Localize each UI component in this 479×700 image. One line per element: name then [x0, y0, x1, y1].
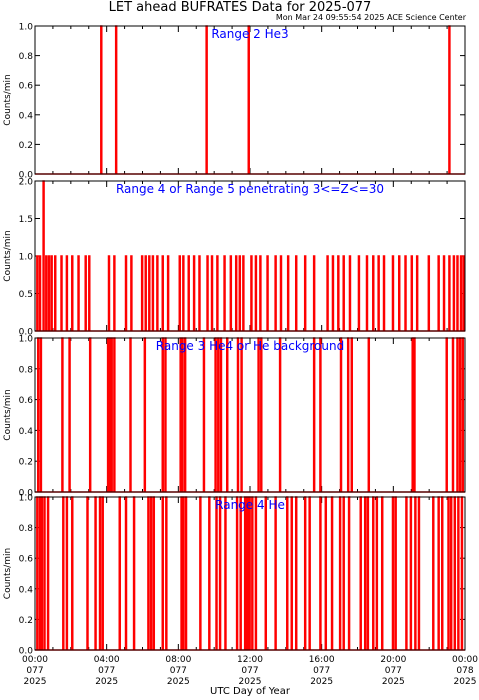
y-tick-label: 0.4: [19, 111, 34, 121]
y-tick-label: 1.0: [19, 23, 34, 33]
x-tick-doy: 077: [26, 666, 43, 676]
x-tick-year: 2025: [24, 677, 47, 687]
y-tick-label: 0.8: [19, 365, 34, 375]
x-tick-year: 2025: [167, 677, 190, 687]
generation-timestamp: Mon Mar 24 09:55:54 2025 ACE Science Cen…: [276, 13, 467, 22]
x-axis-label: UTC Day of Year: [210, 686, 291, 697]
y-tick-label: 0.8: [19, 52, 34, 62]
y-axis-label: Counts/min: [3, 548, 13, 599]
panel-4: 0.0 0.2 0.4 0.6 0.8 1.0 Range 4 He Counts/min: [3, 494, 466, 657]
y-tick-label: 0.6: [19, 82, 34, 92]
panel-title: Range 3 He4 or He background: [156, 339, 344, 353]
y-axis-label: Counts/min: [3, 230, 13, 281]
y-tick-label: 0.6: [19, 555, 34, 565]
x-tick-doy: 077: [98, 666, 115, 676]
x-tick-year: 2025: [95, 677, 118, 687]
panel-frame: [34, 180, 466, 332]
y-tick-label: 0.0: [19, 171, 34, 181]
x-tick-time: 12:00: [237, 655, 263, 665]
x-tick-doy: 078: [456, 666, 473, 676]
panel-group: 0.00.20.40.60.81.0 Range 2 He3Counts/min0…: [3, 23, 466, 657]
x-tick-year: 2025: [382, 677, 405, 687]
y-axis-label: Counts/min: [3, 74, 13, 125]
x-tick-time: 04:00: [94, 655, 120, 665]
y-axis-label: Counts/min: [3, 389, 13, 440]
y-tick-label: 1.5: [19, 215, 33, 225]
panel-3: 0.0 0.2 0.4 0.6 0.8 1.0 Range 3 He4 or He back…: [3, 335, 466, 499]
panel-title: Range 2 He3: [211, 27, 288, 41]
panel-frame: [34, 496, 466, 651]
figure-title: LET ahead BUFRATES Data for 2025-077: [109, 0, 372, 15]
panel-frame: [34, 337, 466, 493]
panel-title: Range 4 He: [215, 498, 285, 512]
panel-title: Range 4 or Range 5 penetrating 3<=Z<=30: [116, 182, 384, 196]
y-tick-label: 0.0: [19, 489, 34, 499]
x-tick-time: 20:00: [380, 655, 406, 665]
x-tick-labels: 00:00077202504:00077202508:00077202512:0…: [22, 655, 478, 687]
y-tick-label: 0.2: [19, 458, 33, 468]
x-tick-time: 00:00: [22, 655, 48, 665]
x-tick-doy: 077: [241, 666, 258, 676]
y-tick-label: 0.2: [19, 616, 33, 626]
y-tick-label: 0.2: [19, 141, 33, 151]
y-tick-label: 0.0: [19, 328, 34, 338]
y-tick-label: 2.0: [19, 178, 34, 188]
x-tick-year: 2025: [454, 677, 477, 687]
y-tick-label: 0.6: [19, 396, 34, 406]
x-tick-doy: 077: [170, 666, 187, 676]
x-tick-year: 2025: [310, 677, 333, 687]
y-tick-label: 1.0: [19, 335, 34, 345]
x-tick-doy: 077: [313, 666, 330, 676]
x-tick-time: 08:00: [165, 655, 191, 665]
y-tick-label: 1.0: [19, 494, 34, 504]
panel-frame: [34, 25, 466, 175]
y-tick-label: 0.4: [19, 585, 34, 595]
y-tick-label: 0.5: [19, 290, 33, 300]
x-tick-time: 00:00: [452, 655, 478, 665]
panel-1: 0.0 0.2 0.4 0.6 0.8 1.0 Range 2 He3 Counts/min: [3, 23, 466, 181]
panel-2: 0.0 0.5 1.0 1.5 2.0 Range 4 or Range 5 penetr…: [3, 178, 466, 338]
y-tick-label: 0.8: [19, 524, 34, 534]
y-tick-label: 1.0: [19, 253, 34, 263]
x-tick-year: 2025: [239, 677, 262, 687]
x-tick-doy: 077: [385, 666, 402, 676]
y-tick-label: 0.4: [19, 427, 34, 437]
y-tick-label: 0.0: [19, 647, 34, 657]
x-tick-time: 16:00: [309, 655, 335, 665]
